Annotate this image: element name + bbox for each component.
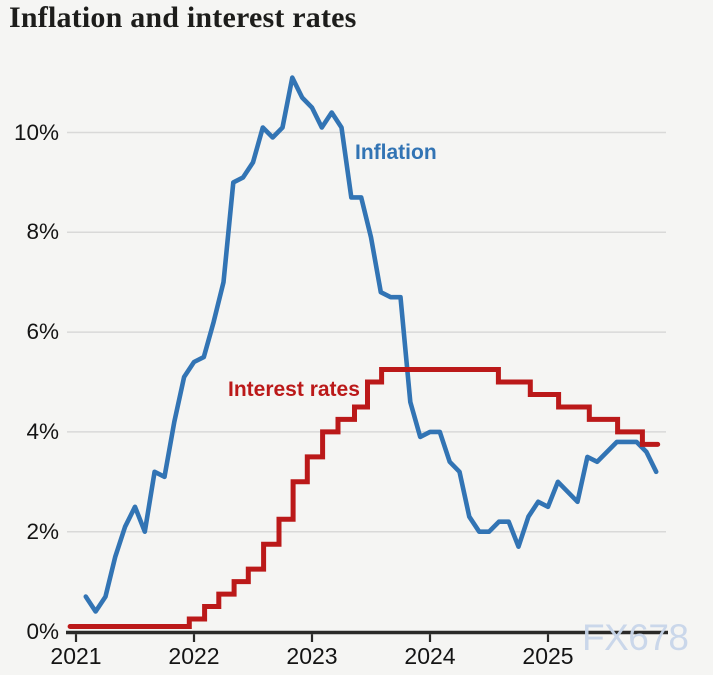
y-tick-label: 2% xyxy=(26,518,59,544)
x-tick-label: 2024 xyxy=(404,643,456,669)
inflation-series-label: Inflation xyxy=(355,141,437,164)
x-tick-label: 2023 xyxy=(286,643,338,669)
inflation-line xyxy=(83,75,659,614)
interest-rates-line xyxy=(67,367,661,629)
x-tick-label: 2025 xyxy=(522,643,574,669)
interest-rates-series-label: Interest rates xyxy=(228,378,360,401)
chart-title: Inflation and interest rates xyxy=(9,1,357,34)
watermark: FX678 xyxy=(582,617,689,658)
y-tick-label: 10% xyxy=(13,119,59,145)
x-tick-label: 2021 xyxy=(50,643,102,669)
y-tick-label: 4% xyxy=(26,418,59,444)
y-tick-label: 6% xyxy=(26,319,59,345)
y-tick-label: 8% xyxy=(26,219,59,245)
y-tick-label: 0% xyxy=(26,618,59,644)
x-tick-label: 2022 xyxy=(168,643,220,669)
